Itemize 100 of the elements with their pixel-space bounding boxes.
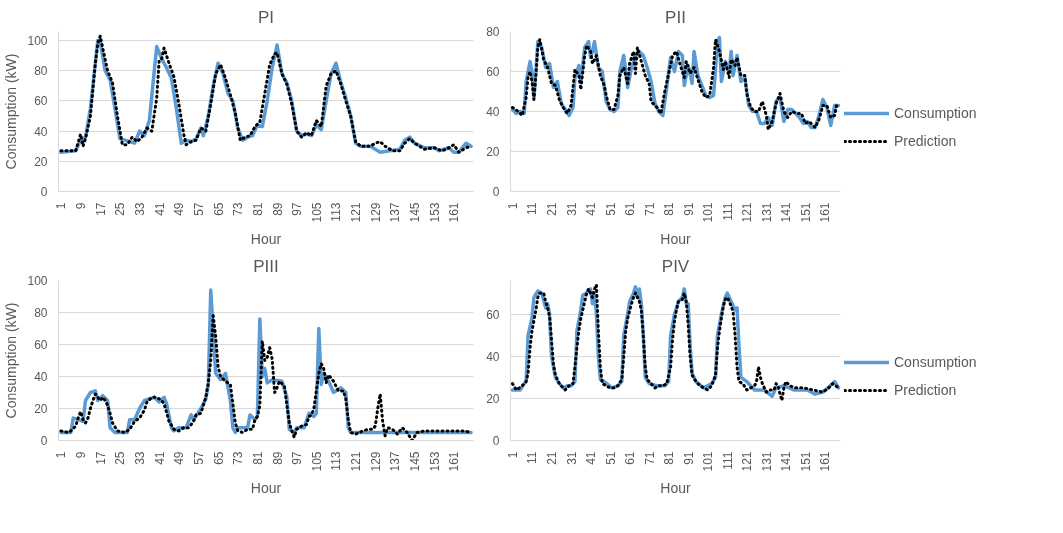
x-tick-label: 141	[779, 451, 794, 472]
y-tick-label: 60	[34, 338, 48, 352]
y-tick-label: 0	[492, 185, 500, 199]
y-tick-label: 40	[486, 349, 500, 364]
chart-title: PII	[665, 7, 686, 27]
chart-title: PIV	[661, 256, 690, 276]
x-tick-label: 81	[250, 202, 265, 216]
x-tick-label: 111	[720, 202, 735, 221]
x-axis-title: Hour	[250, 479, 282, 496]
x-tick-label: 1	[54, 202, 69, 210]
x-tick-label: 153	[427, 202, 442, 223]
x-tick-label: 21	[545, 451, 560, 465]
x-tick-label: 65	[211, 451, 226, 465]
x-axis-title: Hour	[660, 479, 692, 496]
x-tick-label: 1	[505, 202, 520, 210]
x-tick-label: 41	[152, 451, 167, 465]
x-tick-label: 41	[584, 451, 599, 465]
x-tick-label: 141	[779, 202, 794, 223]
y-tick-label: 80	[486, 25, 500, 39]
x-tick-label: 161	[818, 202, 833, 223]
x-tick-label: 105	[309, 202, 324, 223]
x-tick-label: 131	[759, 451, 774, 472]
y-tick-label: 20	[34, 402, 48, 416]
x-tick-label: 51	[603, 451, 618, 465]
y-tick-label: 100	[27, 274, 48, 288]
x-tick-label: 129	[368, 202, 383, 223]
x-tick-label: 49	[172, 451, 187, 465]
x-tick-label: 89	[270, 202, 285, 216]
x-tick-label: 129	[368, 451, 383, 472]
x-tick-label: 17	[93, 202, 108, 216]
legend-label: Prediction	[894, 382, 957, 398]
x-tick-label: 121	[740, 451, 755, 472]
y-axis-title: Consumption (kW)	[3, 302, 20, 419]
x-tick-label: 101	[701, 202, 716, 223]
x-tick-label: 121	[349, 202, 364, 223]
x-tick-label: 121	[740, 202, 755, 223]
y-tick-label: 80	[34, 306, 48, 320]
y-tick-label: 40	[34, 124, 48, 139]
x-tick-label: 151	[798, 202, 813, 223]
x-tick-label: 17	[93, 451, 108, 465]
x-tick-label: 65	[211, 202, 226, 216]
x-tick-label: 9	[74, 451, 89, 459]
x-tick-label: 81	[250, 451, 265, 465]
x-tick-label: 61	[623, 202, 638, 216]
y-tick-label: 60	[486, 307, 500, 322]
x-tick-label: 57	[191, 451, 206, 465]
x-tick-label: 111	[720, 451, 735, 470]
x-tick-label: 101	[701, 451, 716, 472]
x-tick-label: 33	[133, 451, 148, 465]
x-tick-label: 9	[74, 202, 89, 210]
y-tick-label: 60	[486, 65, 500, 79]
x-tick-label: 97	[290, 451, 305, 465]
x-tick-label: 25	[113, 451, 128, 465]
x-tick-label: 11	[525, 451, 540, 464]
y-tick-label: 0	[40, 434, 48, 448]
y-tick-label: 60	[34, 94, 48, 109]
y-tick-label: 100	[27, 34, 48, 49]
x-tick-label: 73	[231, 202, 246, 216]
chart-title: PIII	[253, 256, 279, 276]
y-tick-label: 40	[34, 370, 48, 384]
x-tick-label: 131	[759, 202, 774, 223]
x-tick-label: 121	[349, 451, 364, 472]
legend-label: Consumption	[894, 354, 977, 370]
x-tick-label: 41	[584, 202, 599, 216]
x-tick-label: 161	[447, 202, 462, 223]
x-tick-label: 145	[408, 451, 423, 472]
x-tick-label: 21	[545, 202, 560, 216]
x-tick-label: 31	[564, 202, 579, 216]
y-tick-label: 0	[40, 185, 48, 199]
chart-title: PI	[257, 7, 275, 27]
y-axis-title: Consumption (kW)	[3, 53, 20, 170]
y-tick-label: 40	[486, 105, 500, 119]
x-tick-label: 1	[505, 451, 520, 459]
x-tick-label: 137	[388, 451, 403, 472]
x-tick-label: 57	[191, 202, 206, 216]
x-tick-label: 105	[309, 451, 324, 472]
x-tick-label: 113	[329, 202, 344, 222]
x-tick-label: 161	[818, 451, 833, 472]
x-tick-label: 145	[408, 202, 423, 223]
x-tick-label: 81	[662, 202, 677, 216]
legend-label: Prediction	[894, 133, 957, 149]
x-tick-label: 33	[133, 202, 148, 216]
x-tick-label: 11	[525, 202, 540, 215]
x-tick-label: 61	[623, 451, 638, 465]
x-tick-label: 41	[152, 202, 167, 216]
x-tick-label: 97	[290, 202, 305, 216]
y-tick-label: 20	[486, 145, 500, 159]
x-tick-label: 137	[388, 202, 403, 223]
x-tick-label: 25	[113, 202, 128, 216]
legend-label: Consumption	[894, 105, 977, 121]
x-tick-label: 51	[603, 202, 618, 216]
y-tick-label: 80	[34, 64, 48, 79]
x-tick-label: 91	[681, 451, 696, 465]
x-tick-label: 1	[54, 451, 69, 459]
x-tick-label: 73	[231, 451, 246, 465]
x-tick-label: 31	[564, 451, 579, 465]
x-tick-label: 161	[447, 451, 462, 472]
x-axis-title: Hour	[660, 230, 692, 247]
x-tick-label: 71	[642, 451, 657, 465]
x-tick-label: 151	[798, 451, 813, 472]
